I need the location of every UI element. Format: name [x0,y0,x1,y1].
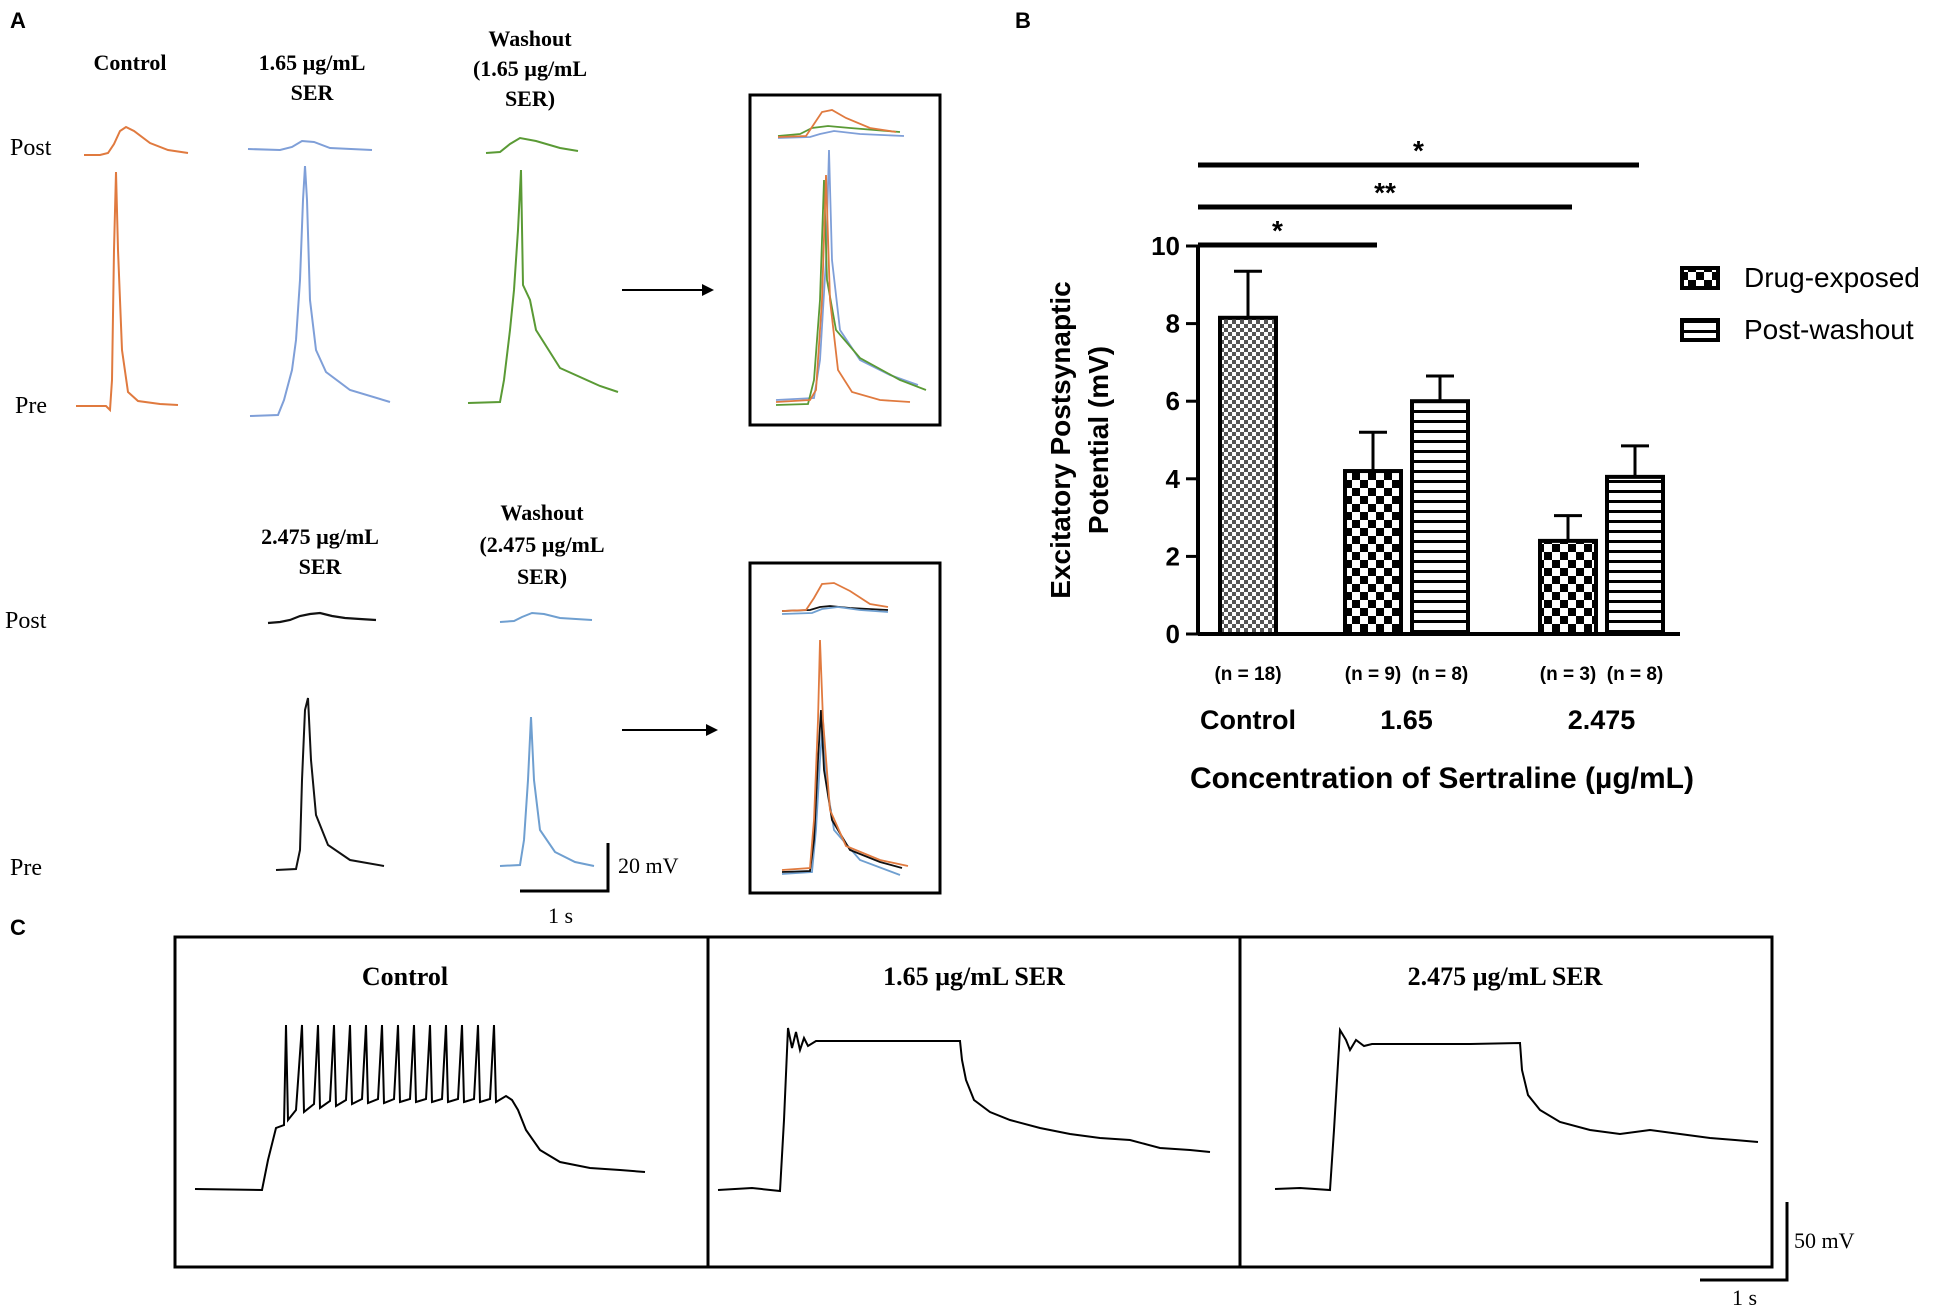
significance-marker: ** [1374,177,1396,208]
overlay-traces-row1 [775,109,927,406]
panel-b-chart: B 0 2 4 6 8 10 Excitatory Postsynaptic Potentia… [1015,8,1920,795]
panel-c-frame [173,935,1774,1269]
scale-bar-a-voltage: 20 mV [618,853,679,878]
bar-165-post-washout [1410,399,1470,637]
scale-bar-c-voltage: 50 mV [1794,1228,1855,1253]
arrow-head-row1 [702,284,714,296]
pre-label-row2: Pre [10,855,42,881]
overlay-box-row2 [748,561,942,895]
significance-marker: * [1413,135,1424,166]
bar-series [1218,269,1665,637]
trace-c-ser2475 [1274,1026,1759,1192]
panel-a: A Control 1.65 µg/mL SER Washout (1.65 µ… [5,8,942,928]
chart-axes: 0 2 4 6 8 10 Excitatory Postsynaptic Potential … [1045,231,1680,649]
y-tick-label: 8 [1166,309,1180,339]
significance-marker: * [1272,215,1283,246]
legend-label: Drug-exposed [1744,262,1920,293]
legend: Drug-exposed Post-washout [1680,262,1920,345]
trace-c-ser165 [717,1027,1211,1193]
panel-c-title-ser165: 1.65 µg/mL SER [883,962,1065,991]
y-axis-label-line1: Excitatory Postsynaptic [1045,281,1076,598]
trace-post-ser165 [247,139,373,152]
n-label: (n = 9) [1345,664,1401,685]
scale-bar-c-time: 1 s [1732,1285,1757,1309]
scale-bar-a-time: 1 s [548,903,573,928]
y-tick-label: 2 [1166,541,1180,571]
y-tick-label: 10 [1151,231,1180,261]
post-label-row1: Post [10,135,52,161]
bar-2475-post-washout [1605,474,1665,636]
header-ser2475-line1: 2.475 µg/mL [261,524,379,549]
header-ser165-line2: SER [291,80,335,105]
legend-swatch-checker [1680,266,1720,290]
arrow-head-row2 [706,724,718,736]
y-tick-label: 0 [1166,619,1180,649]
legend-label: Post-washout [1744,314,1914,345]
overlay-box-row1 [748,93,942,427]
header-wash2475-line2: (2.475 µg/mL [479,532,604,557]
trace-post-wash2475 [499,611,593,623]
trace-pre-control [76,171,179,413]
n-label: (n = 3) [1540,664,1596,685]
post-label-row2: Post [5,608,47,634]
panel-c-label: C [10,915,26,940]
panel-c-title-control: Control [362,962,448,991]
header-wash165-line2: (1.65 µg/mL [473,56,587,81]
bar-Control-control [1218,315,1278,636]
header-wash165-line1: Washout [488,26,572,51]
trace-pre-ser165 [249,165,391,417]
header-wash2475-line3: SER) [517,564,567,589]
pre-label-row1: Pre [15,393,47,419]
header-wash2475-line1: Washout [500,500,584,525]
panel-c: C Control 1.65 µg/mL SER 2.475 µg/mL SER… [10,915,1855,1309]
panel-b-label: B [1015,8,1031,33]
trace-c-control [194,1024,646,1192]
category-label: 2.475 [1568,705,1636,735]
header-ser2475-line2: SER [299,554,343,579]
trace-pre-wash165 [467,169,619,404]
scale-bar-a [520,843,610,893]
n-label: (n = 18) [1214,664,1281,685]
header-ser165-line1: 1.65 µg/mL [259,50,366,75]
trace-post-control [84,125,189,156]
scale-bar-c [1700,1202,1789,1282]
bar-2475-drug-exposed [1538,538,1598,637]
category-label: 1.65 [1380,705,1433,735]
panel-c-title-ser2475: 2.475 µg/mL SER [1408,962,1603,991]
y-tick-label: 4 [1166,464,1181,494]
chart-labels: (n = 18) (n = 9) (n = 8) (n = 3) (n = 8) Cont… [1190,664,1694,795]
trace-post-wash165 [485,136,579,154]
overlay-traces-row2 [781,582,909,876]
header-control: Control [94,50,167,75]
significance-bars: **** [1198,135,1639,248]
n-label: (n = 8) [1607,664,1663,685]
y-tick-label: 6 [1166,386,1180,416]
header-wash165-line3: SER) [505,86,555,111]
n-label: (n = 8) [1412,664,1468,685]
category-label: Control [1200,705,1296,735]
x-axis-label: Concentration of Sertraline (µg/mL) [1190,762,1694,795]
trace-pre-wash2475 [499,716,595,867]
trace-post-ser2475 [267,611,377,625]
legend-swatch-stripes [1680,318,1720,342]
trace-pre-ser2475 [275,697,385,871]
bar-165-drug-exposed [1343,469,1403,637]
y-axis-label-line2: Potential (mV) [1083,346,1114,534]
panel-a-label: A [10,8,26,33]
